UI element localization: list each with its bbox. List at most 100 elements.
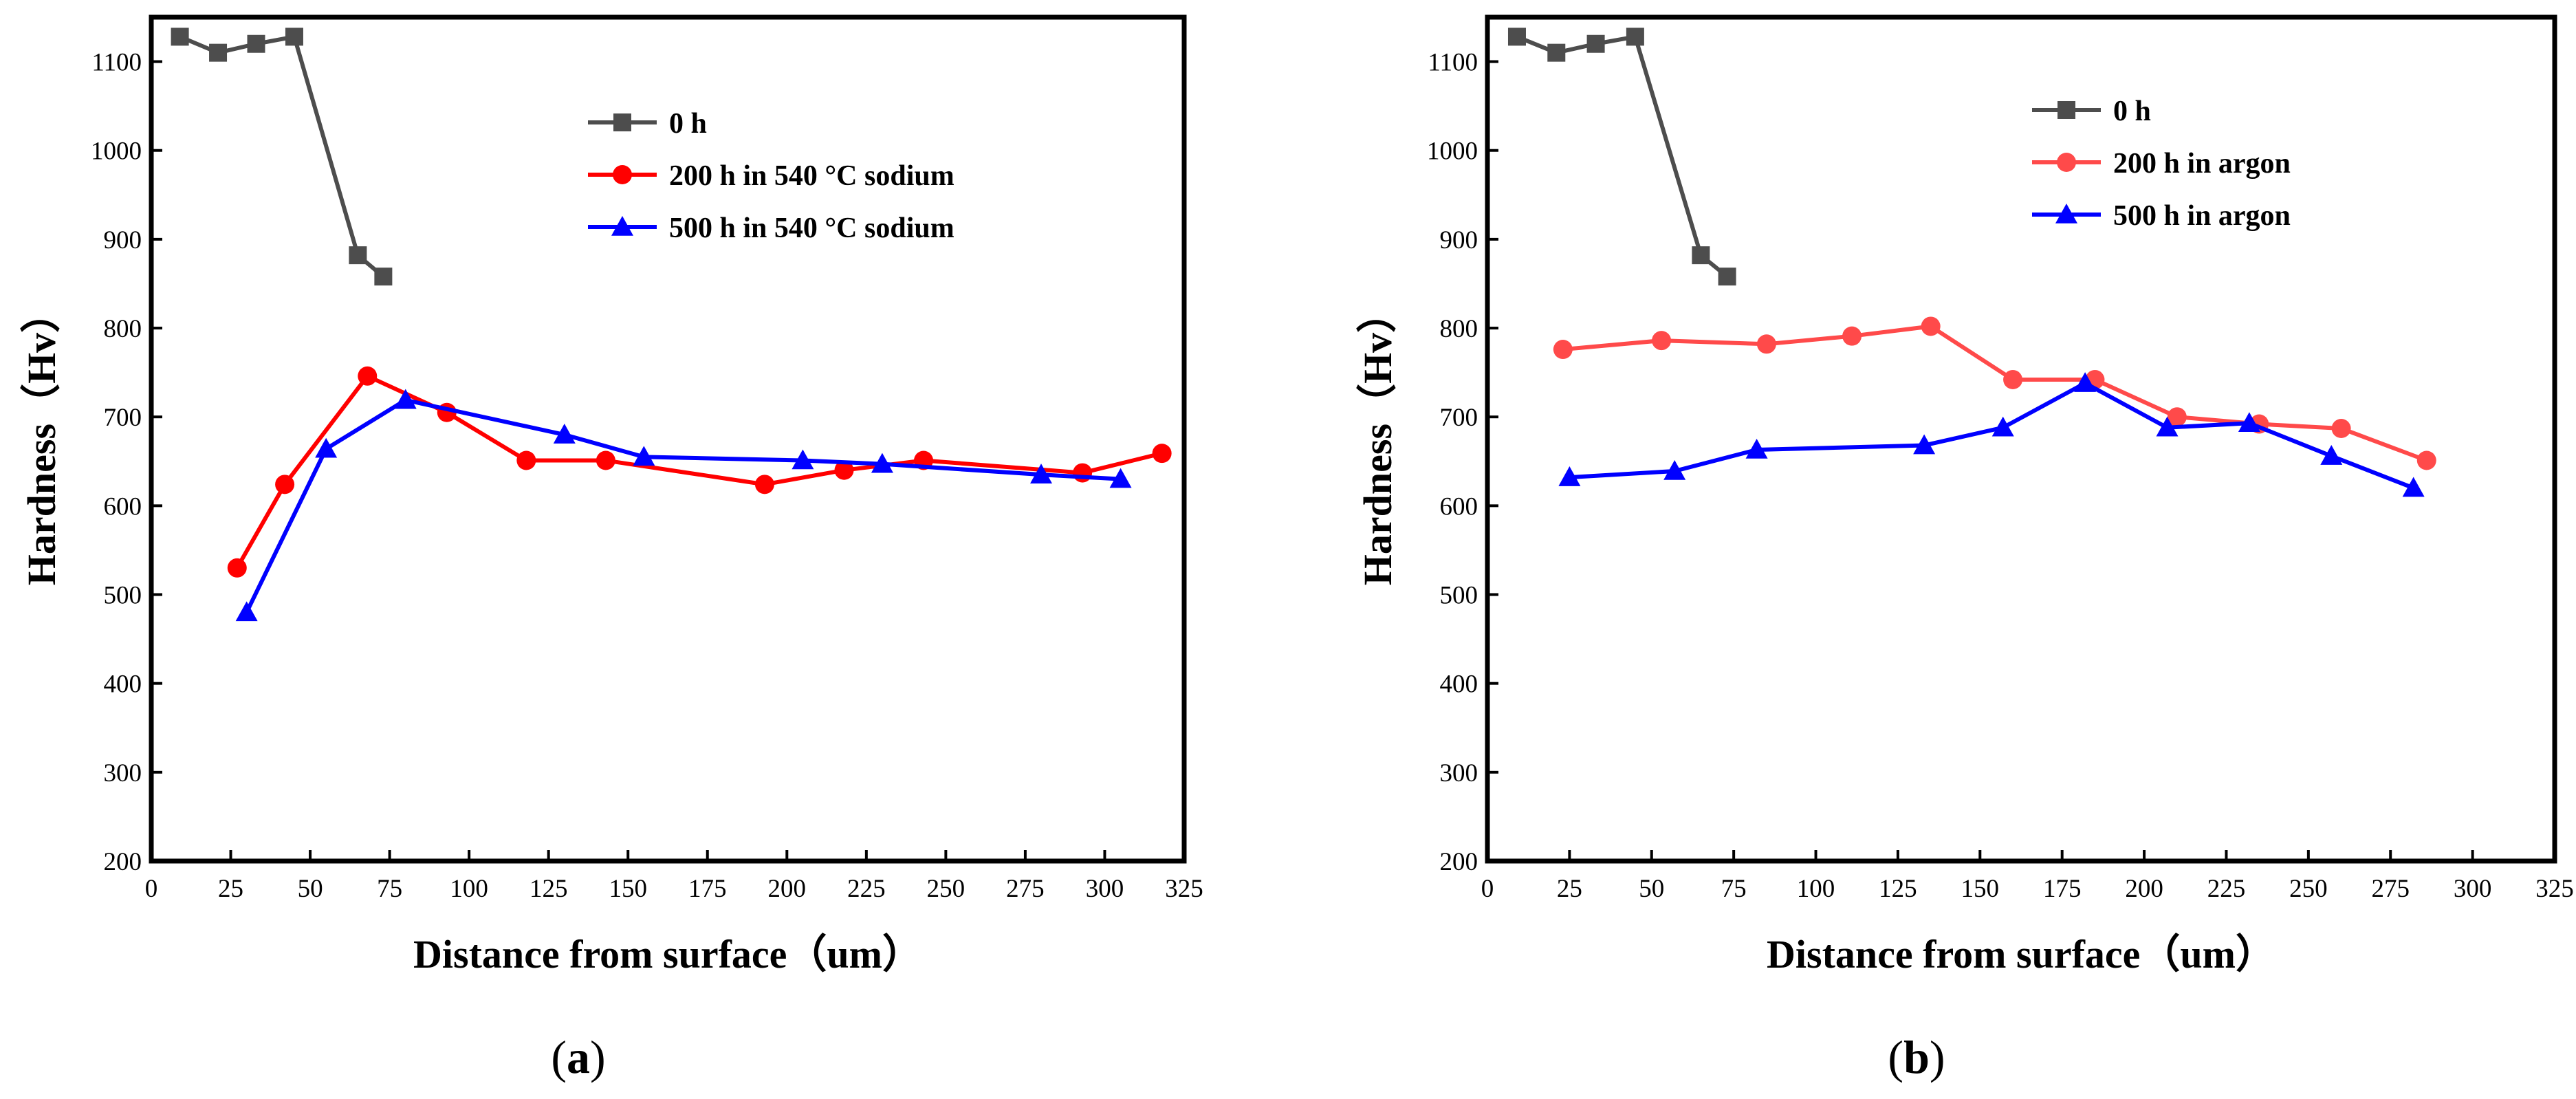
y-tick-label: 500 (104, 582, 142, 610)
data-point (1626, 28, 1644, 46)
y-tick-label: 600 (1440, 492, 1478, 521)
legend-marker (613, 113, 631, 131)
data-point (315, 437, 338, 458)
data-point (1558, 466, 1581, 486)
y-tick-label: 900 (104, 226, 142, 254)
data-point (1842, 326, 1862, 346)
x-tick-label: 100 (450, 875, 488, 903)
data-point (1921, 316, 1941, 336)
x-tick-label: 150 (1961, 875, 2000, 903)
x-tick-label: 275 (2371, 875, 2410, 903)
panel-label-open: ( (551, 1031, 567, 1083)
data-point (1991, 416, 2014, 437)
legend-label: 500 h in 540 °C sodium (669, 213, 954, 244)
data-point (394, 389, 417, 409)
data-point (2402, 477, 2425, 497)
x-tick-label: 175 (2043, 875, 2082, 903)
x-tick-label: 125 (1879, 875, 1917, 903)
x-tick-label: 225 (2207, 875, 2246, 903)
legend: 0 h 200 h in 540 °C sodium 500 h in 540 °C… (588, 108, 954, 244)
y-tick-label: 600 (104, 492, 142, 521)
y-tick-label: 1000 (91, 138, 142, 166)
x-tick-label: 225 (847, 875, 886, 903)
y-tick-label: 900 (1440, 226, 1478, 254)
panel-label-letter: b (1903, 1031, 1930, 1083)
legend-marker (2057, 101, 2075, 119)
legend-label: 0 h (669, 108, 707, 140)
data-point (1692, 246, 1710, 265)
series-0 (171, 28, 393, 286)
y-tick-label: 400 (1440, 671, 1478, 699)
data-point (1553, 340, 1573, 360)
legend-marker (2055, 204, 2077, 224)
x-tick-label: 200 (2125, 875, 2163, 903)
legend-label: 200 h in 540 °C sodium (669, 160, 954, 192)
y-axis-title: Hardness（Hv） (19, 293, 64, 585)
legend-label: 200 h in argon (2113, 148, 2291, 179)
data-point (1652, 331, 1672, 351)
data-point (1745, 438, 1768, 459)
data-point (1586, 34, 1605, 53)
data-point (516, 450, 536, 470)
data-point (171, 28, 189, 46)
series-0 (1507, 28, 1736, 286)
data-point (2238, 412, 2260, 433)
panel-label-close: ) (1930, 1031, 1945, 1083)
x-tick-label: 325 (2535, 875, 2574, 903)
x-tick-label: 200 (768, 875, 807, 903)
chart-panel-b: 0 25 50 75 100 125 150 175 200 225 250 275 300 325 200… (1355, 14, 2574, 1083)
legend-label: 0 h (2113, 96, 2151, 127)
y-tick-label: 300 (1440, 759, 1478, 787)
data-point (235, 601, 258, 622)
data-point (2320, 445, 2343, 465)
data-point (2074, 372, 2097, 392)
data-point (553, 424, 576, 444)
panel-label-letter: a (567, 1031, 590, 1083)
legend-marker (611, 216, 633, 236)
chart-panel-a: 0 25 50 75 100 125 150 175 200 225 250 275 300 325 200… (19, 14, 1203, 1083)
data-point (1913, 434, 1936, 455)
data-point (227, 558, 247, 578)
data-point (358, 366, 378, 386)
x-axis-title: Distance from surface（um） (413, 932, 922, 977)
series-2 (235, 389, 1132, 622)
data-point (871, 453, 893, 473)
data-point (754, 475, 774, 494)
y-tick-label: 700 (1440, 404, 1478, 432)
x-tick-label: 25 (218, 875, 243, 903)
series-line (244, 398, 1121, 613)
series-line (1569, 381, 2414, 490)
data-point (1547, 43, 1566, 62)
x-tick-label: 75 (1721, 875, 1747, 903)
x-tick-label: 100 (1797, 875, 1835, 903)
x-tick-label: 175 (688, 875, 727, 903)
data-point (2331, 419, 2351, 439)
y-tick-label: 1100 (1428, 49, 1478, 77)
series-line (179, 34, 385, 279)
data-point (596, 450, 615, 470)
y-tick-label: 400 (104, 671, 142, 699)
data-point (1756, 334, 1776, 354)
x-tick-label: 125 (530, 875, 568, 903)
series-2 (1558, 372, 2425, 497)
data-point (2003, 369, 2023, 389)
y-tick-label: 800 (1440, 315, 1478, 343)
x-tick-label: 275 (1006, 875, 1045, 903)
data-point (209, 43, 228, 62)
data-point (834, 460, 854, 480)
x-tick-label: 0 (1481, 875, 1494, 903)
x-tick-label: 75 (377, 875, 402, 903)
data-point (285, 28, 303, 46)
plot-frame (1485, 14, 2557, 864)
legend-marker (2057, 153, 2076, 172)
x-axis-title: Distance from surface（um） (1767, 932, 2275, 977)
y-tick-label: 500 (1440, 582, 1478, 610)
legend-label: 500 h in argon (2113, 200, 2291, 232)
x-tick-label: 25 (1557, 875, 1582, 903)
x-tick-label: 150 (609, 875, 647, 903)
data-point (1718, 268, 1736, 286)
y-tick-label: 700 (104, 404, 142, 432)
series-line (1516, 34, 1729, 279)
data-point (1152, 444, 1172, 464)
